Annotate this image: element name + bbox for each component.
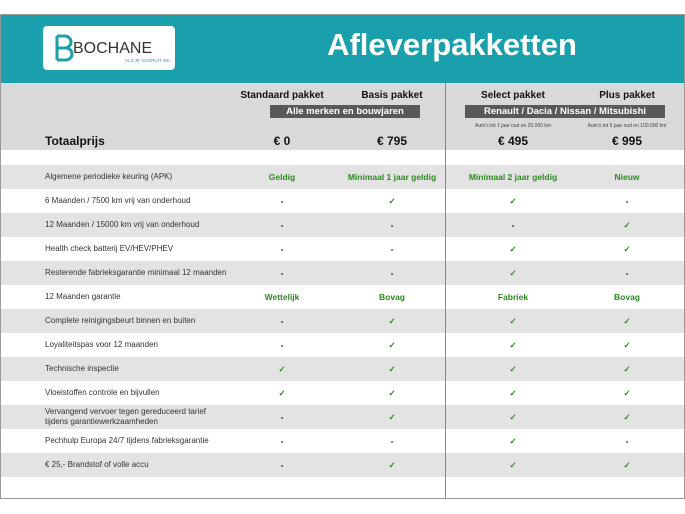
column-header: Standaard pakket	[240, 90, 324, 101]
table-row	[1, 261, 684, 285]
cell: -	[625, 196, 629, 206]
row-label: Resterende fabrieksgarantie minimaal 12 …	[45, 268, 227, 277]
group-label: Alle merken en bouwjaren	[270, 105, 420, 118]
cell: -	[280, 436, 284, 446]
title: Afleverpakketten	[327, 27, 577, 62]
row-label: Algemene periodieke keuring (APK)	[45, 172, 173, 181]
column-header: Select pakket	[481, 90, 545, 101]
row-label: Technische inspectie	[45, 364, 119, 373]
cell: -	[390, 244, 394, 254]
cell: ✓	[509, 412, 517, 422]
table-row	[1, 429, 684, 453]
cell: -	[280, 412, 284, 422]
cell: -	[280, 316, 284, 326]
row-label: Complete reinigingsbeurt binnen en buite…	[45, 316, 196, 325]
cell: ✓	[623, 412, 631, 422]
price: € 495	[497, 134, 529, 148]
cell: ✓	[623, 364, 631, 374]
cell: -	[280, 220, 284, 230]
cell: ✓	[509, 268, 517, 278]
table-row	[1, 237, 684, 261]
row-label: 12 Maanden garantie	[45, 292, 121, 301]
cell: Minimaal 2 jaar geldig	[468, 172, 558, 182]
row-label: € 25,- Brandstof of volle accu	[45, 460, 149, 469]
cell: -	[280, 340, 284, 350]
cell: Geldig	[268, 172, 296, 182]
row-label: 12 Maanden / 15000 km vrij van onderhoud	[45, 220, 200, 229]
cell: ✓	[509, 244, 517, 254]
cell: ✓	[388, 196, 396, 206]
table-row	[1, 165, 684, 189]
cell: Bovag	[379, 292, 405, 302]
cell: ✓	[509, 196, 517, 206]
cell: Minimaal 1 jaar geldig	[347, 172, 437, 182]
cell: ✓	[623, 220, 631, 230]
cell: ✓	[623, 340, 631, 350]
cell: -	[625, 268, 629, 278]
cell: ✓	[388, 460, 396, 470]
table-row	[1, 453, 684, 477]
row-label: Vloeistoffen controle en bijvullen	[45, 388, 160, 397]
cell: -	[511, 220, 515, 230]
cell: Fabriek	[497, 292, 529, 302]
cell: -	[625, 436, 629, 446]
cell: ✓	[509, 364, 517, 374]
cell: Bovag	[614, 292, 640, 302]
logo: BOCHANE ALS JE VOORUIT WIL	[43, 26, 175, 70]
price: € 795	[376, 134, 408, 148]
cell: ✓	[509, 460, 517, 470]
cell: -	[280, 268, 284, 278]
cell: -	[390, 268, 394, 278]
cell: ✓	[388, 412, 396, 422]
row-label: Pechhulp Europa 24/7 tijdens fabrieksgar…	[45, 436, 209, 445]
row-label: 6 Maanden / 7500 km vrij van onderhoud	[45, 196, 191, 205]
table-row	[1, 405, 684, 429]
cell: -	[390, 436, 394, 446]
note: Auto's tot 5 jaar oud en 100.000 km	[587, 123, 667, 129]
cell: ✓	[509, 316, 517, 326]
cell: Nieuw	[614, 172, 640, 182]
cell: ✓	[278, 364, 286, 374]
cell: ✓	[388, 340, 396, 350]
table-row	[1, 381, 684, 405]
cell: -	[280, 196, 284, 206]
cell: -	[280, 460, 284, 470]
logo-graphic: BOCHANE ALS JE VOORUIT WIL	[55, 34, 171, 63]
cell: ✓	[388, 316, 396, 326]
table-row	[1, 285, 684, 309]
table-row	[1, 189, 684, 213]
table-row	[1, 333, 684, 357]
table-row	[1, 357, 684, 381]
cell: -	[280, 244, 284, 254]
row-label: Vervangend vervoer tegen gereduceerd tar…	[45, 407, 206, 426]
row-label: Loyaliteitspas voor 12 maanden	[45, 340, 158, 349]
logo-tagline: ALS JE VOORUIT WIL	[125, 58, 171, 63]
price: € 0	[273, 134, 291, 148]
cell: -	[390, 220, 394, 230]
cell: ✓	[623, 388, 631, 398]
price: € 995	[611, 134, 643, 148]
column-header: Basis pakket	[361, 90, 423, 101]
group-label: Renault / Dacia / Nissan / Mitsubishi	[465, 105, 665, 118]
cell: Wettelijk	[264, 292, 300, 302]
logo-name: BOCHANE	[73, 40, 152, 57]
divider	[445, 83, 446, 498]
cell: ✓	[509, 388, 517, 398]
cell: ✓	[278, 388, 286, 398]
cell: ✓	[388, 388, 396, 398]
table-row	[1, 213, 684, 237]
cell: ✓	[623, 316, 631, 326]
cell: ✓	[623, 460, 631, 470]
cell: ✓	[388, 364, 396, 374]
table-row	[1, 309, 684, 333]
logo-icon	[55, 34, 74, 62]
cell: ✓	[509, 340, 517, 350]
cell: ✓	[509, 436, 517, 446]
total-label: Totaalprijs	[45, 134, 105, 148]
cell: ✓	[623, 244, 631, 254]
row-label: Health check batterij EV/HEV/PHEV	[45, 244, 174, 253]
column-header: Plus pakket	[599, 90, 655, 101]
note: Auto's tot 1 jaar oud en 20.000 km	[474, 123, 552, 129]
